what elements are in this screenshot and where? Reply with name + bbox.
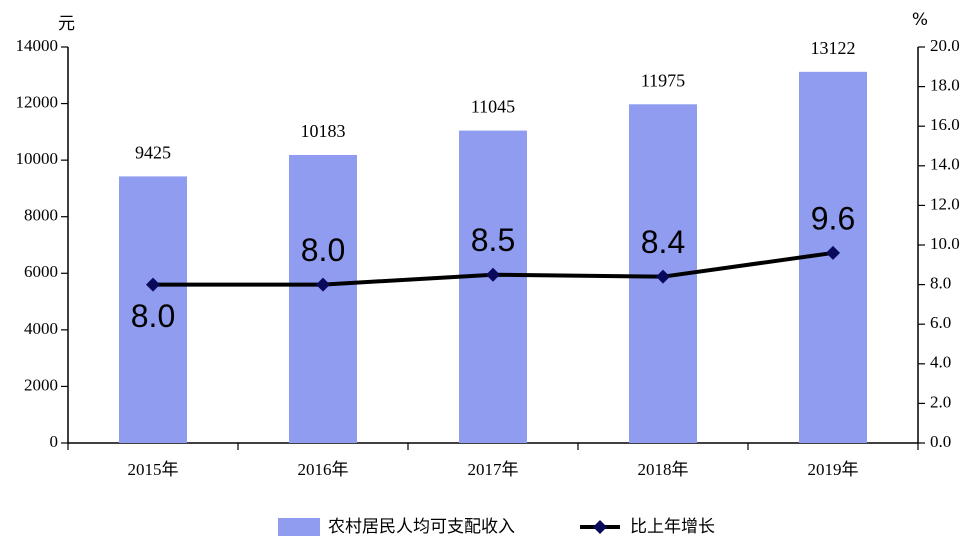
x-tick-label: 2019年 bbox=[808, 460, 859, 479]
line-value-label: 8.0 bbox=[301, 232, 345, 268]
y-tick-label: 10000 bbox=[16, 149, 59, 168]
y-tick-label: 12000 bbox=[16, 92, 59, 111]
x-tick-label: 2016年 bbox=[298, 460, 349, 479]
bar bbox=[289, 154, 357, 444]
x-tick-label: 2017年 bbox=[468, 460, 519, 479]
y-tick-label: 4000 bbox=[24, 319, 58, 338]
legend-label: 比上年增长 bbox=[630, 517, 715, 537]
y2-tick-label: 8.0 bbox=[930, 274, 951, 293]
line-marker bbox=[486, 267, 500, 282]
line-value-label: 8.0 bbox=[131, 298, 175, 334]
y2-tick-label: 18.0 bbox=[930, 76, 960, 95]
line-marker bbox=[826, 245, 840, 260]
y2-tick-label: 4.0 bbox=[930, 353, 951, 372]
legend-swatch bbox=[278, 518, 320, 536]
bar-value-label: 11045 bbox=[471, 97, 515, 117]
bar bbox=[119, 176, 187, 443]
y2-unit: % bbox=[912, 10, 928, 30]
line-value-label: 8.4 bbox=[641, 224, 685, 260]
bar-value-label: 13122 bbox=[811, 38, 856, 58]
y2-tick-label: 0.0 bbox=[930, 432, 951, 451]
y-tick-label: 8000 bbox=[24, 206, 58, 225]
y-tick-label: 14000 bbox=[16, 36, 59, 55]
bar-value-label: 10183 bbox=[301, 121, 346, 141]
x-tick-label: 2018年 bbox=[638, 460, 689, 479]
y-unit: 元 bbox=[58, 14, 75, 34]
line-marker bbox=[316, 277, 330, 292]
line-marker bbox=[146, 277, 160, 292]
legend-marker bbox=[593, 520, 607, 534]
y2-tick-label: 20.0 bbox=[930, 36, 960, 55]
y2-tick-label: 16.0 bbox=[930, 115, 960, 134]
y-tick-label: 6000 bbox=[24, 262, 58, 281]
x-tick-label: 2015年 bbox=[128, 460, 179, 479]
y2-tick-label: 12.0 bbox=[930, 194, 960, 213]
bar-value-label: 9425 bbox=[135, 143, 171, 163]
line-value-label: 9.6 bbox=[811, 200, 855, 236]
y2-tick-label: 14.0 bbox=[930, 155, 960, 174]
y-tick-label: 0 bbox=[50, 432, 59, 451]
y-tick-label: 2000 bbox=[24, 375, 58, 394]
bar bbox=[459, 130, 527, 443]
y2-tick-label: 6.0 bbox=[930, 313, 951, 332]
y2-tick-label: 2.0 bbox=[930, 392, 951, 411]
y2-tick-label: 10.0 bbox=[930, 234, 960, 253]
legend-label: 农村居民人均可支配收入 bbox=[328, 517, 515, 537]
line-value-label: 8.5 bbox=[471, 222, 515, 258]
bar-value-label: 11975 bbox=[641, 70, 685, 90]
line-marker bbox=[656, 269, 670, 284]
